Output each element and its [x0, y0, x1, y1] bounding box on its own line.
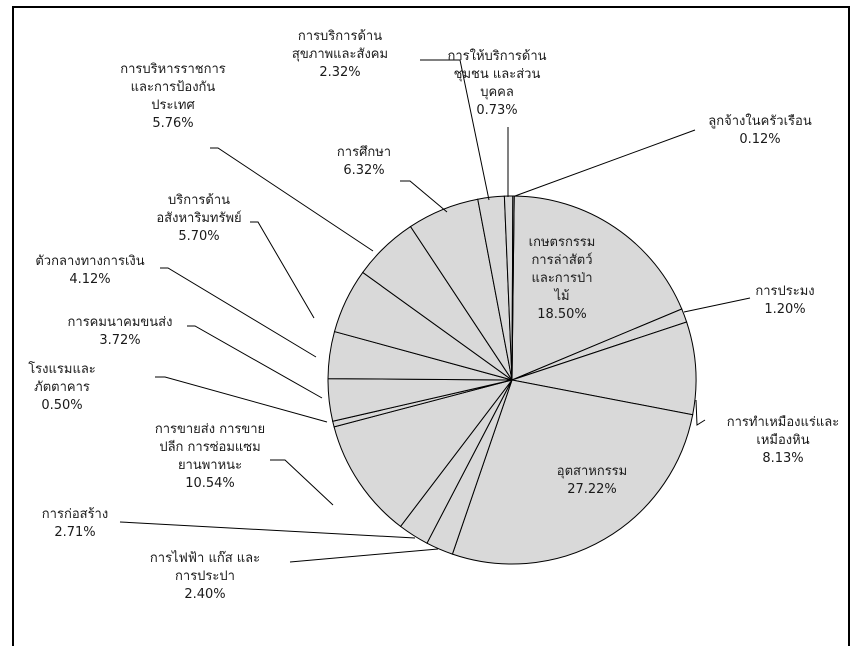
slice-label: การบริการด้านสุขภาพและสังคม 2.32% — [292, 29, 388, 80]
slice-value: 0.73% — [476, 103, 517, 118]
slice-label-line: อสังหาริมทรัพย์ — [156, 210, 241, 226]
slice-label: โรงแรมและภัตตาคาร 0.50% — [28, 361, 96, 413]
slice-label: การทำเหมืองแร่และเหมืองหิน 8.13% — [727, 414, 839, 466]
slice-label-line: และการป่า — [531, 271, 592, 286]
slice-value: 5.76% — [152, 116, 193, 131]
leader-line — [160, 267, 317, 358]
slice-label-line: ตัวกลางทางการเงิน — [35, 254, 144, 269]
leader-line — [270, 459, 334, 506]
pie-slice — [511, 195, 683, 381]
slice-label-line: ชุมชน และส่วน — [454, 67, 541, 82]
pie-slice — [451, 379, 694, 565]
slice-label-line: ปลีก การซ่อมแซม — [159, 439, 260, 455]
slice-label: ลูกจ้างในครัวเรือน 0.12% — [708, 113, 812, 147]
slice-label-line: การก่อสร้าง — [42, 507, 108, 522]
leader-line — [683, 297, 751, 313]
slice-value: 0.50% — [41, 398, 82, 413]
leader-line — [210, 147, 374, 252]
slice-label: บริการด้านอสังหาริมทรัพย์ 5.70% — [156, 193, 241, 244]
slice-value: 27.22% — [567, 482, 617, 497]
slice-label-line: เหมืองหิน — [756, 432, 809, 448]
slice-value: 3.72% — [99, 333, 140, 348]
slice-label-line: และการป้องกัน — [131, 80, 216, 95]
slice-value: 5.70% — [178, 229, 219, 244]
slice-label-line: บุคคล — [480, 85, 514, 100]
slice-label-line: โรงแรมและ — [28, 361, 96, 377]
slice-value: 18.50% — [537, 307, 587, 322]
slice-label-line: การบริการด้าน — [298, 29, 382, 44]
slice-label-line: ภัตตาคาร — [34, 380, 90, 395]
slice-label: การประมง 1.20% — [755, 284, 814, 317]
slice-label-line: ยานพาหนะ — [178, 458, 242, 473]
leader-line — [289, 548, 439, 563]
slice-value: 0.12% — [739, 132, 780, 147]
slice-value: 2.32% — [319, 65, 360, 80]
leader-line — [400, 180, 448, 213]
slice-label: ตัวกลางทางการเงิน 4.12% — [35, 254, 144, 287]
leader-line — [250, 221, 315, 319]
slice-label-line: การประมง — [755, 284, 814, 299]
slice-label: เกษตรกรรมการล่าสัตว์และการป่าไม้ 18.50% — [529, 235, 596, 322]
chart-frame — [12, 6, 850, 646]
slice-label: การให้บริการด้านชุมชน และส่วนบุคคล 0.73% — [447, 48, 546, 118]
slice-label-line: สุขภาพและสังคม — [292, 47, 388, 62]
slice-label: การคมนาคมขนส่ง 3.72% — [68, 315, 173, 348]
leader-line — [155, 376, 328, 423]
pie-chart: เกษตรกรรมการล่าสัตว์และการป่าไม้ 18.50% กา… — [28, 29, 839, 602]
slice-label-line: การขายส่ง การขาย — [155, 422, 265, 437]
slice-value: 4.12% — [69, 272, 110, 287]
slice-label-line: อุตสาหกรรม — [557, 464, 627, 479]
slice-label: การศึกษา 6.32% — [337, 145, 391, 178]
slice-label-line: การทำเหมืองแร่และ — [727, 414, 839, 430]
leader-line — [119, 521, 416, 539]
slice-label-line: การให้บริการด้าน — [447, 48, 546, 64]
pie-slice — [333, 379, 514, 528]
leader-line — [187, 325, 323, 399]
slice-value: 8.13% — [762, 451, 803, 466]
slice-value: 2.40% — [184, 587, 225, 602]
slice-label-line: การไฟฟ้า แก๊ส และ — [150, 550, 260, 566]
leader-line — [695, 399, 706, 426]
slice-label-line: การคมนาคมขนส่ง — [68, 315, 173, 330]
pie-slice — [510, 321, 697, 416]
slice-label-line: การศึกษา — [337, 145, 391, 160]
slice-label-line: บริการด้าน — [168, 193, 230, 208]
slice-label-line: เกษตรกรรม — [529, 235, 596, 250]
slice-label: การไฟฟ้า แก๊ส และการประปา 2.40% — [150, 550, 260, 602]
slice-label-line: ไม้ — [553, 288, 569, 304]
leader-line — [514, 129, 696, 197]
slice-label: อุตสาหกรรม 27.22% — [557, 464, 627, 497]
slice-value: 6.32% — [343, 163, 384, 178]
slice-label-line: ประเทศ — [151, 98, 195, 113]
slice-value: 2.71% — [54, 525, 95, 540]
slice-label: การบริหารราชการและการป้องกันประเทศ 5.76% — [120, 62, 226, 131]
slice-value: 10.54% — [185, 476, 235, 491]
slice-label-line: ลูกจ้างในครัวเรือน — [708, 113, 812, 129]
slice-label-line: การบริหารราชการ — [120, 62, 226, 77]
pie-slice — [511, 195, 515, 381]
slice-label: การก่อสร้าง 2.71% — [42, 507, 108, 540]
slice-label-line: การล่าสัตว์ — [531, 252, 592, 268]
slice-value: 1.20% — [764, 302, 805, 317]
slice-label: การขายส่ง การขายปลีก การซ่อมแซมยานพาหนะ 1… — [155, 422, 265, 491]
leader-line — [420, 59, 490, 201]
slice-label-line: การประปา — [175, 569, 235, 584]
